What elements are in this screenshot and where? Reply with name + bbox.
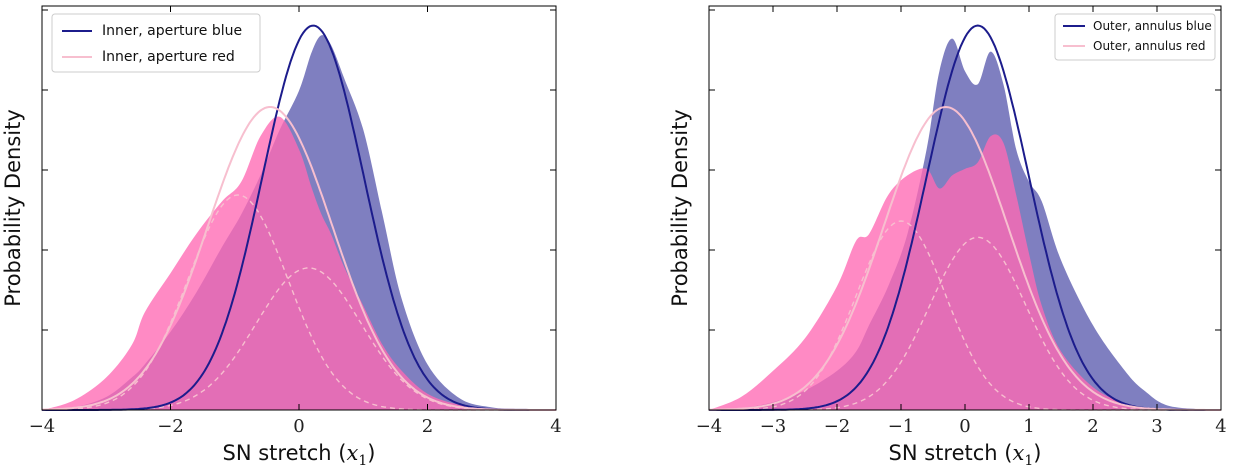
left-panel: −4 −2 0 2 4 SN stretch (x1) Probability Densit…: [1, 5, 562, 469]
x-tick-label: −2: [824, 416, 851, 437]
x-tick-label: 2: [422, 416, 433, 437]
right-panel: −4 −3 −2 −1 0 1 2 3 4 SN stretch (x1) Probability …: [668, 5, 1227, 469]
component-curve-1: [42, 194, 556, 411]
x-tick-label: 4: [1215, 416, 1226, 437]
legend: Outer, annulus blue Outer, annulus red: [1054, 13, 1216, 61]
red-fit-line: [709, 105, 1221, 411]
legend-frame: [51, 13, 261, 73]
x-tick-label: 3: [1151, 416, 1162, 437]
red-fit-line: [42, 106, 556, 411]
legend-label: Inner, aperture blue: [102, 23, 242, 39]
x-tick-label: 2: [1087, 416, 1098, 437]
legend-frame: [1054, 13, 1216, 61]
x-tick-label: −1: [888, 416, 915, 437]
x-axis-label: SN stretch (x1): [889, 441, 1042, 469]
x-axis-label: SN stretch (x1): [223, 441, 376, 469]
legend-label: Inner, aperture red: [102, 49, 235, 65]
x-tick-label: 0: [959, 416, 970, 437]
legend-label: Outer, annulus red: [1093, 39, 1206, 53]
x-tick-label: 4: [550, 416, 561, 437]
y-axis-label: Probability Density: [1, 109, 25, 307]
x-tick-label: −3: [760, 416, 787, 437]
red-density-area: [709, 134, 1221, 410]
x-tick-label: −4: [696, 416, 723, 437]
red-density-area: [42, 116, 556, 411]
x-tick-label: 0: [293, 416, 304, 437]
x-tick-label: 1: [1023, 416, 1034, 437]
y-axis-label: Probability Density: [668, 109, 692, 307]
x-tick-label: −4: [29, 416, 56, 437]
legend-label: Outer, annulus blue: [1093, 19, 1212, 33]
legend: Inner, aperture blue Inner, aperture red: [51, 13, 261, 73]
x-tick-label: −2: [157, 416, 184, 437]
